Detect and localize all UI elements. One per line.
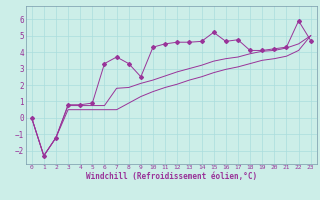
X-axis label: Windchill (Refroidissement éolien,°C): Windchill (Refroidissement éolien,°C)	[86, 172, 257, 181]
